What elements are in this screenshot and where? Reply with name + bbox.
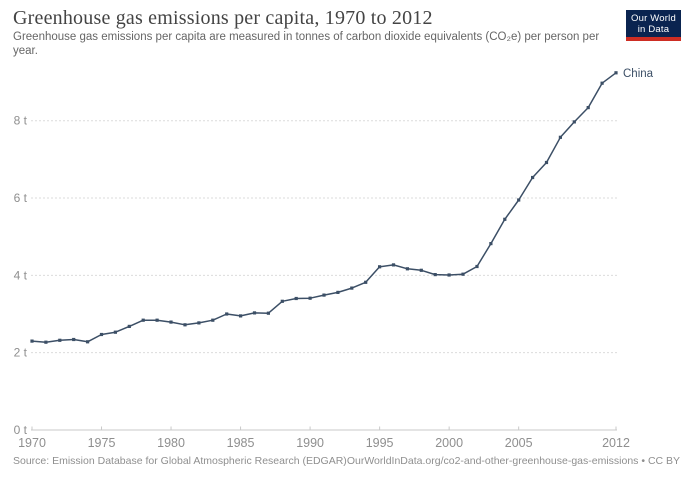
chart-footer: Source: Emission Database for Global Atm… — [13, 455, 680, 467]
data-point-2004[interactable] — [503, 217, 507, 221]
data-point-1991[interactable] — [322, 293, 326, 297]
data-point-1995[interactable] — [378, 265, 382, 269]
data-point-2009[interactable] — [572, 120, 576, 124]
x-tick-label: 1970 — [18, 436, 46, 450]
data-point-2008[interactable] — [558, 135, 562, 139]
data-point-1972[interactable] — [58, 338, 62, 342]
data-point-2012[interactable] — [614, 71, 618, 75]
data-point-1970[interactable] — [30, 339, 34, 343]
x-tick-label: 2012 — [602, 436, 630, 450]
x-tick-label: 1990 — [296, 436, 324, 450]
data-point-1973[interactable] — [72, 337, 76, 342]
y-tick-label: 0 t — [14, 423, 28, 437]
data-point-2000[interactable] — [447, 273, 451, 277]
y-tick-label: 4 t — [14, 268, 28, 282]
data-point-1976[interactable] — [113, 330, 117, 334]
source-note: Source: Emission Database for Global Atm… — [13, 455, 347, 467]
data-point-1983[interactable] — [211, 318, 215, 322]
y-tick-label: 8 t — [14, 114, 28, 128]
data-point-1997[interactable] — [405, 267, 409, 271]
x-tick-label: 1975 — [88, 436, 116, 450]
owid-logo-line2: in Data — [637, 24, 670, 35]
owid-logo[interactable]: Our World in Data — [626, 10, 681, 41]
data-point-1985[interactable] — [239, 314, 243, 318]
y-tick-label: 2 t — [14, 346, 28, 360]
data-point-1988[interactable] — [280, 299, 284, 303]
data-point-1996[interactable] — [391, 263, 396, 267]
x-tick-label: 1995 — [366, 436, 394, 450]
x-tick-label: 1985 — [227, 436, 255, 450]
data-point-1980[interactable] — [169, 320, 173, 324]
data-point-1999[interactable] — [433, 273, 437, 277]
x-tick-label: 1980 — [157, 436, 185, 450]
data-point-1993[interactable] — [350, 286, 354, 290]
data-point-2005[interactable] — [517, 198, 521, 202]
series-end-label-china[interactable]: China — [623, 68, 654, 80]
data-point-2010[interactable] — [586, 106, 590, 110]
data-point-2003[interactable] — [489, 242, 493, 246]
data-point-1998[interactable] — [419, 268, 423, 272]
license-link[interactable]: OurWorldInData.org/co2-and-other-greenho… — [346, 455, 681, 467]
data-point-2007[interactable] — [544, 160, 549, 165]
data-point-1982[interactable] — [197, 321, 201, 325]
data-point-1977[interactable] — [127, 324, 131, 328]
data-point-1979[interactable] — [155, 318, 159, 322]
x-tick-label: 2005 — [505, 436, 533, 450]
owid-logo-line1: Our World — [631, 13, 676, 24]
data-point-1975[interactable] — [99, 332, 104, 337]
chart-subtitle: Greenhouse gas emissions per capita are … — [13, 31, 600, 57]
data-point-1990[interactable] — [308, 296, 312, 300]
data-point-2011[interactable] — [600, 81, 604, 85]
data-point-1986[interactable] — [252, 311, 257, 315]
x-tick-label: 2000 — [435, 436, 463, 450]
data-point-1971[interactable] — [44, 340, 48, 344]
data-point-1978[interactable] — [141, 318, 145, 322]
data-point-1989[interactable] — [294, 296, 298, 301]
data-point-2006[interactable] — [531, 175, 535, 180]
series-line-china[interactable] — [31, 72, 617, 343]
data-point-1974[interactable] — [86, 340, 90, 344]
data-point-1984[interactable] — [225, 312, 229, 316]
data-point-2002[interactable] — [475, 264, 479, 269]
data-point-1981[interactable] — [183, 323, 187, 327]
y-tick-label: 6 t — [14, 191, 28, 205]
page-title: Greenhouse gas emissions per capita, 197… — [13, 7, 433, 29]
data-point-1994[interactable] — [364, 280, 368, 284]
data-point-2001[interactable] — [461, 272, 465, 276]
emissions-line-chart[interactable]: 0 t 2 t 4 t 6 t 8 t 1970 1975 1980 1985 1990 1995 2… — [0, 60, 686, 456]
data-point-1992[interactable] — [336, 290, 340, 294]
data-point-1987[interactable] — [266, 311, 270, 315]
